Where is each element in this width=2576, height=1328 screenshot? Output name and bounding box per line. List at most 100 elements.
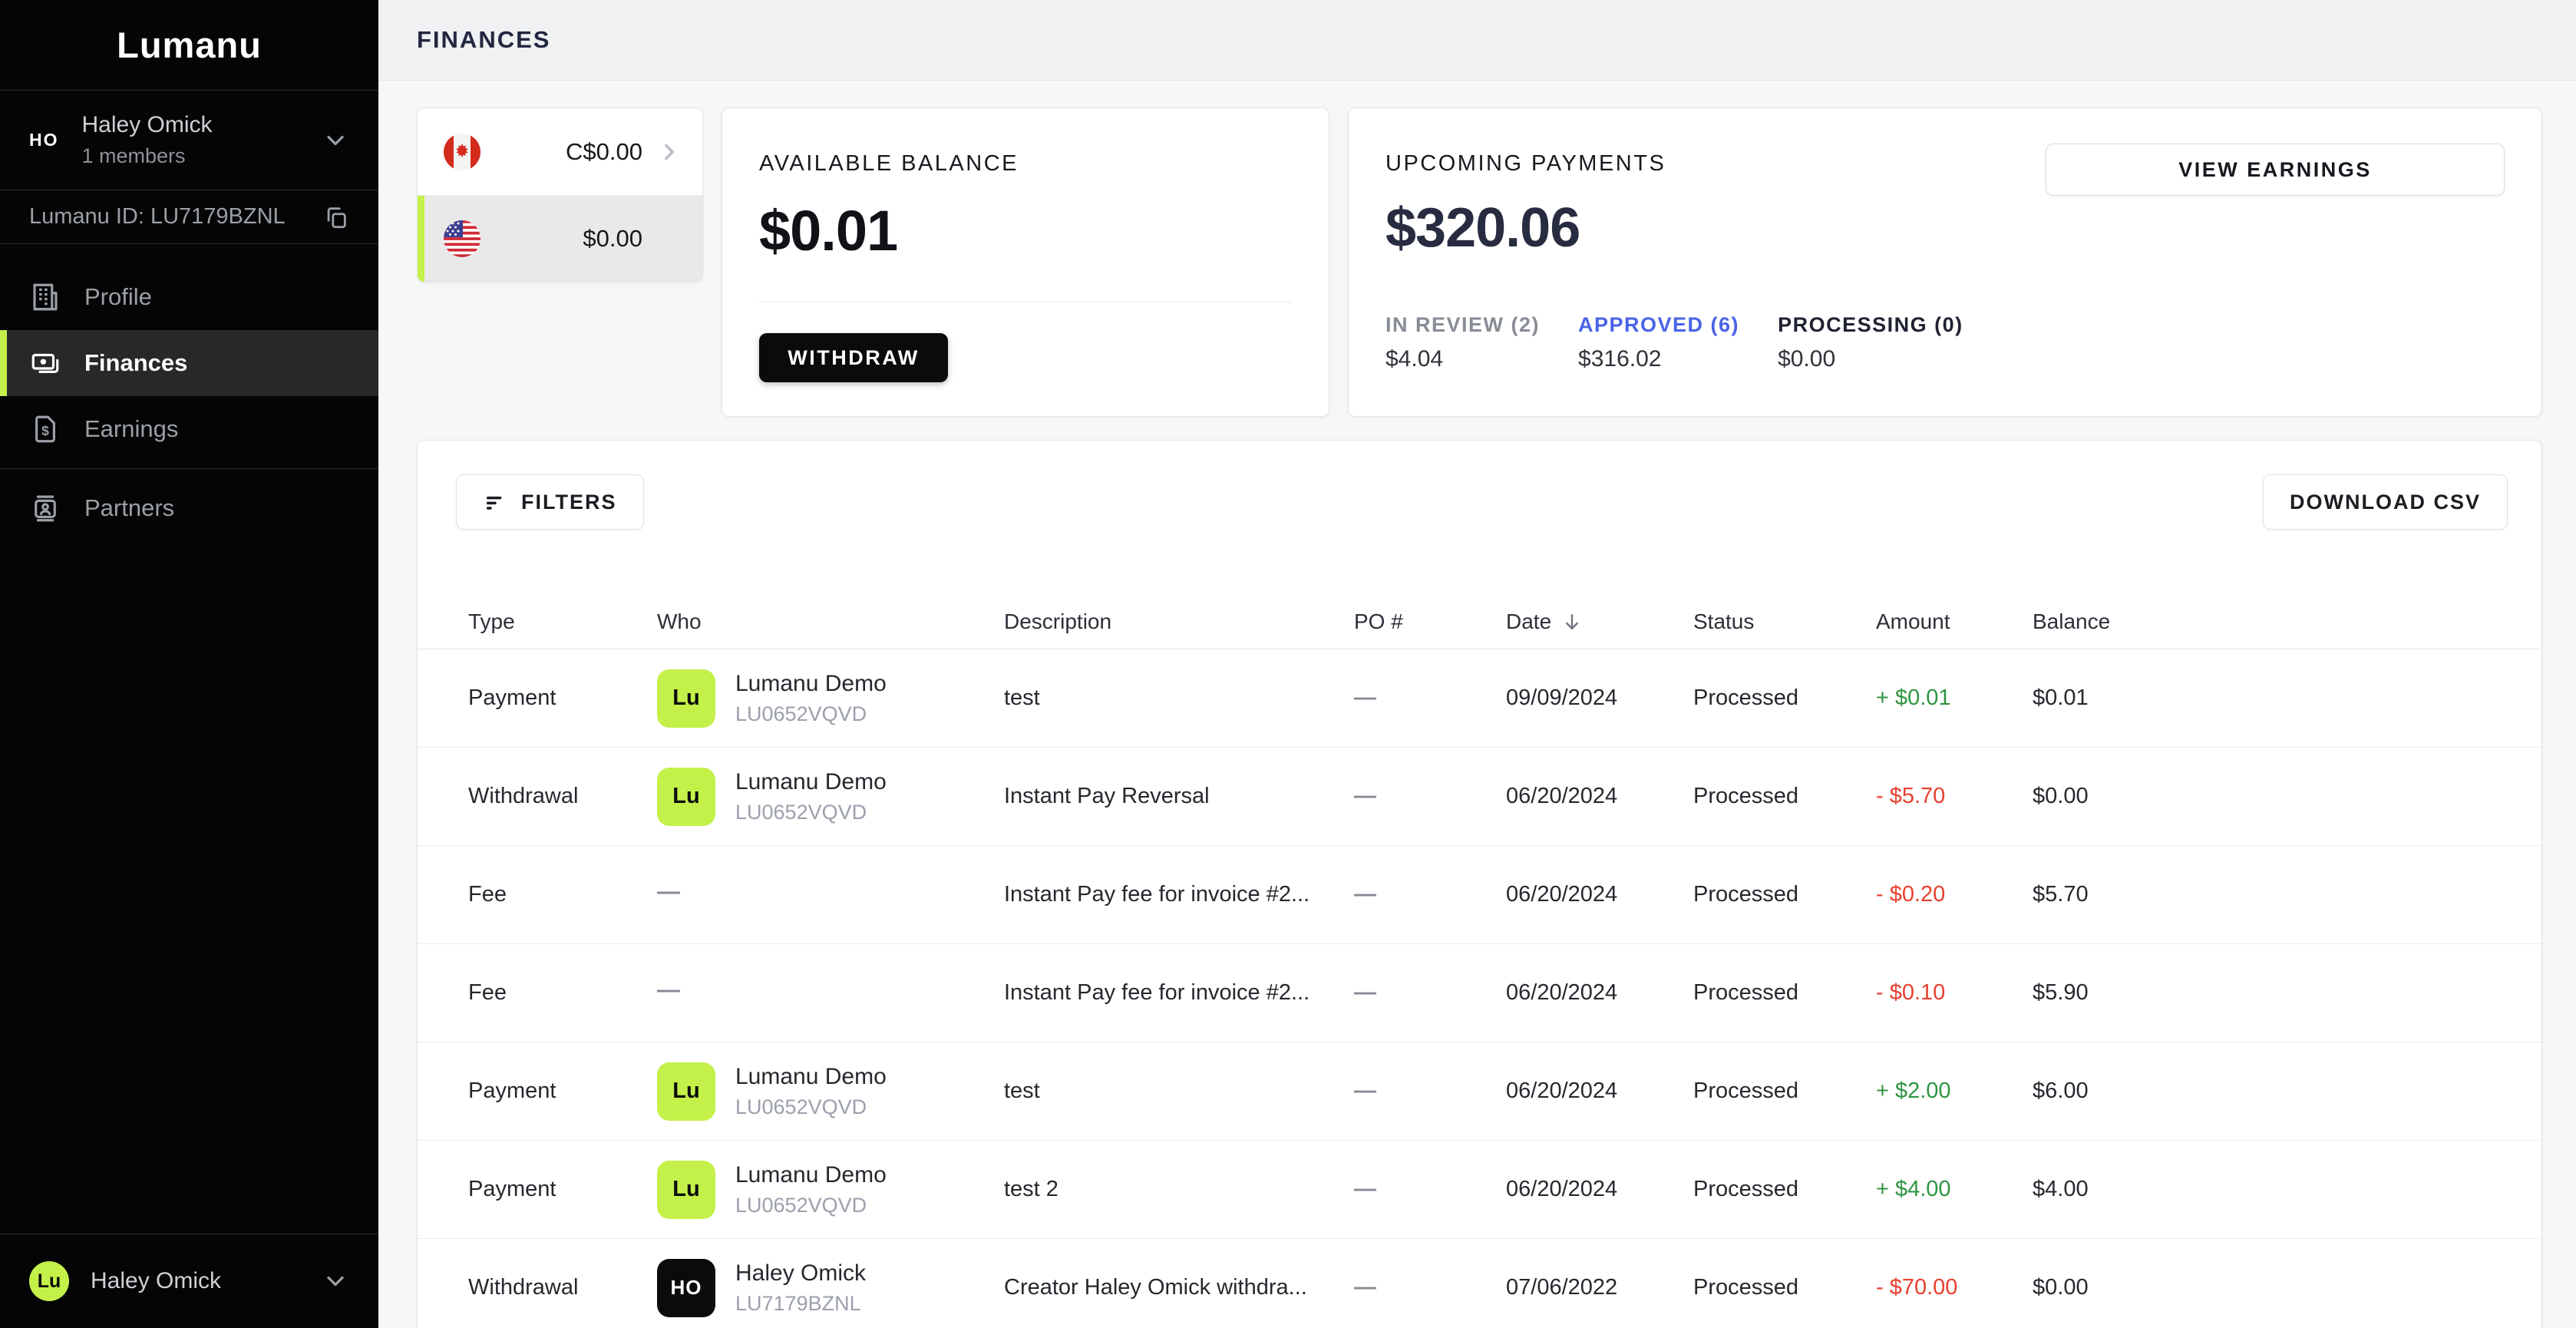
- withdraw-button[interactable]: WITHDRAW: [759, 333, 948, 382]
- org-members: 1 members: [81, 144, 186, 167]
- cell-type: Fee: [468, 980, 507, 1005]
- table-row[interactable]: Payment Lu Lumanu Demo LU0652VQVD test 2 …: [418, 1141, 2541, 1239]
- cell-type: Payment: [468, 1177, 556, 1201]
- cell-po: —: [1354, 980, 1376, 1005]
- cell-amount: + $0.01: [1876, 685, 1951, 710]
- status-processing[interactable]: PROCESSING (0) $0.00: [1778, 313, 1963, 372]
- table-row[interactable]: Fee — Instant Pay fee for invoice #2... …: [418, 846, 2541, 944]
- cell-type: Withdrawal: [468, 784, 579, 808]
- view-earnings-button[interactable]: VIEW EARNINGS: [2046, 144, 2505, 196]
- avatar: Lu: [657, 767, 715, 826]
- payment-status-row: IN REVIEW (2) $4.04 APPROVED (6) $316.02…: [1385, 313, 2505, 372]
- org-avatar: HO: [29, 130, 59, 150]
- cell-status: Processed: [1693, 784, 1799, 808]
- lumanu-id-row: Lumanu ID: LU7179BZNL: [0, 190, 378, 244]
- upcoming-payments-card: UPCOMING PAYMENTS $320.06 VIEW EARNINGS …: [1348, 107, 2542, 417]
- col-header-po[interactable]: PO #: [1354, 609, 1403, 633]
- cell-balance: $6.00: [2033, 1079, 2089, 1103]
- cell-type: Payment: [468, 1079, 556, 1103]
- cell-description: Creator Haley Omick withdra...: [1004, 1275, 1307, 1300]
- cell-who: —: [657, 977, 680, 1003]
- cell-description: Instant Pay fee for invoice #2...: [1004, 882, 1310, 907]
- col-header-balance[interactable]: Balance: [2033, 609, 2111, 633]
- table-row[interactable]: Withdrawal HO Haley Omick LU7179BZNL Crea…: [418, 1239, 2541, 1328]
- avatar: HO: [657, 1258, 715, 1317]
- upcoming-payments-amount: $320.06: [1385, 197, 1580, 259]
- canada-flag-icon: [444, 133, 481, 170]
- org-selector[interactable]: HO Haley Omick 1 members: [0, 91, 378, 190]
- sidebar-item-earnings[interactable]: $ Earnings: [0, 396, 378, 462]
- sidebar-item-label: Profile: [84, 283, 152, 310]
- currency-row-usd[interactable]: $0.00: [418, 195, 702, 282]
- status-in-review[interactable]: IN REVIEW (2) $4.04: [1385, 313, 1541, 372]
- col-header-amount[interactable]: Amount: [1876, 609, 1950, 633]
- cell-who: —: [657, 879, 680, 904]
- content: C$0.00 $0.00 AVAILABLE BALANCE $0.01: [378, 81, 2576, 1328]
- col-header-description[interactable]: Description: [1004, 609, 1112, 633]
- cell-status: Processed: [1693, 1079, 1799, 1103]
- page-title: FINANCES: [417, 26, 551, 53]
- table-header-row: Type Who Description PO # Date Status Am…: [418, 594, 2541, 649]
- transactions-table: Type Who Description PO # Date Status Am…: [418, 594, 2541, 1328]
- cell-date: 06/20/2024: [1506, 784, 1618, 808]
- sidebar-item-partners[interactable]: Partners: [0, 475, 378, 541]
- cell-amount: + $2.00: [1876, 1079, 1951, 1103]
- chevron-down-icon: [322, 127, 349, 154]
- cell-balance: $5.90: [2033, 980, 2089, 1005]
- copy-icon[interactable]: [323, 204, 349, 230]
- table-row[interactable]: Fee — Instant Pay fee for invoice #2... …: [418, 944, 2541, 1042]
- cell-description: test: [1004, 1079, 1040, 1103]
- available-balance-amount: $0.01: [759, 199, 898, 263]
- download-csv-button[interactable]: DOWNLOAD CSV: [2263, 474, 2508, 530]
- col-header-status[interactable]: Status: [1693, 609, 1755, 633]
- transactions-card: FILTERS DOWNLOAD CSV Type Who Descriptio…: [417, 440, 2542, 1328]
- cell-amount: - $70.00: [1876, 1275, 1958, 1300]
- cell-date: 06/20/2024: [1506, 882, 1618, 907]
- filters-button[interactable]: FILTERS: [456, 474, 644, 530]
- cell-who: Lu Lumanu Demo LU0652VQVD: [657, 1160, 1004, 1219]
- cell-date: 07/06/2022: [1506, 1275, 1618, 1300]
- cell-balance: $0.01: [2033, 685, 2089, 710]
- cell-po: —: [1354, 784, 1376, 808]
- invoice-dollar-icon: $: [29, 413, 61, 445]
- status-approved[interactable]: APPROVED (6) $316.02: [1578, 313, 1740, 372]
- id-badge-icon: [29, 492, 61, 524]
- cell-status: Processed: [1693, 1177, 1799, 1201]
- sidebar-item-profile[interactable]: Profile: [0, 264, 378, 330]
- cad-balance: C$0.00: [566, 137, 642, 165]
- cell-description: Instant Pay Reversal: [1004, 784, 1210, 808]
- sidebar-item-finances[interactable]: Finances: [0, 330, 378, 396]
- top-bar: FINANCES: [378, 0, 2576, 81]
- currency-selector: C$0.00 $0.00: [417, 107, 703, 282]
- cell-status: Processed: [1693, 1275, 1799, 1300]
- cell-who: Lu Lumanu Demo LU0652VQVD: [657, 669, 1004, 728]
- cell-date: 06/20/2024: [1506, 1079, 1618, 1103]
- cell-amount: - $0.10: [1876, 980, 1946, 1005]
- usd-balance: $0.00: [583, 225, 642, 252]
- cell-status: Processed: [1693, 882, 1799, 907]
- cell-date: 06/20/2024: [1506, 980, 1618, 1005]
- cell-amount: - $5.70: [1876, 784, 1946, 808]
- svg-text:$: $: [41, 423, 49, 438]
- cell-po: —: [1354, 1177, 1376, 1201]
- menu-divider: [0, 468, 378, 469]
- col-header-date[interactable]: Date: [1506, 609, 1693, 634]
- col-header-type[interactable]: Type: [468, 609, 515, 633]
- sidebar-item-label: Earnings: [84, 415, 179, 442]
- cell-status: Processed: [1693, 980, 1799, 1005]
- cell-balance: $4.00: [2033, 1177, 2089, 1201]
- table-row[interactable]: Payment Lu Lumanu Demo LU0652VQVD test — …: [418, 649, 2541, 748]
- lumanu-logo: Lumanu: [117, 25, 262, 65]
- cell-who: HO Haley Omick LU7179BZNL: [657, 1258, 1004, 1317]
- table-row[interactable]: Payment Lu Lumanu Demo LU0652VQVD test — …: [418, 1042, 2541, 1141]
- cell-type: Withdrawal: [468, 1275, 579, 1300]
- col-header-who[interactable]: Who: [657, 609, 702, 633]
- user-menu[interactable]: Lu Haley Omick: [0, 1234, 378, 1328]
- chevron-right-icon: [642, 139, 682, 165]
- currency-row-cad[interactable]: C$0.00: [418, 108, 702, 195]
- sidebar-menu: Profile Finances $ Earnings Partners: [0, 244, 378, 541]
- upcoming-payments-label: UPCOMING PAYMENTS: [1385, 151, 1666, 176]
- cell-date: 06/20/2024: [1506, 1177, 1618, 1201]
- table-row[interactable]: Withdrawal Lu Lumanu Demo LU0652VQVD Inst…: [418, 748, 2541, 846]
- cell-description: test 2: [1004, 1177, 1058, 1201]
